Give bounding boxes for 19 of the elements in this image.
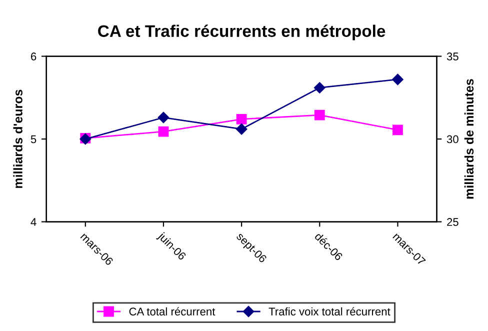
chart-title: CA et Trafic récurrents en métropole <box>98 24 386 40</box>
y2-axis-title: milliards de minutes <box>464 79 474 199</box>
y2-tick-label: 30 <box>446 135 458 144</box>
point <box>314 82 326 94</box>
point <box>392 124 403 136</box>
point <box>158 112 170 124</box>
y-tick-label: 5 <box>30 135 36 144</box>
y-tick-label: 4 <box>30 218 36 226</box>
legend-label: CA total récurrent <box>129 307 216 316</box>
point <box>314 110 325 120</box>
y2-tick-label: 25 <box>447 218 458 226</box>
legend-label: Trafic voix total récurrent <box>268 307 390 316</box>
point <box>158 126 169 137</box>
point <box>236 123 248 135</box>
point <box>236 114 247 124</box>
y-axis-title: milliards d'euros <box>13 90 22 188</box>
y2-tick-label: 35 <box>446 52 458 60</box>
point <box>392 74 404 86</box>
y-tick-label: 6 <box>31 52 36 60</box>
